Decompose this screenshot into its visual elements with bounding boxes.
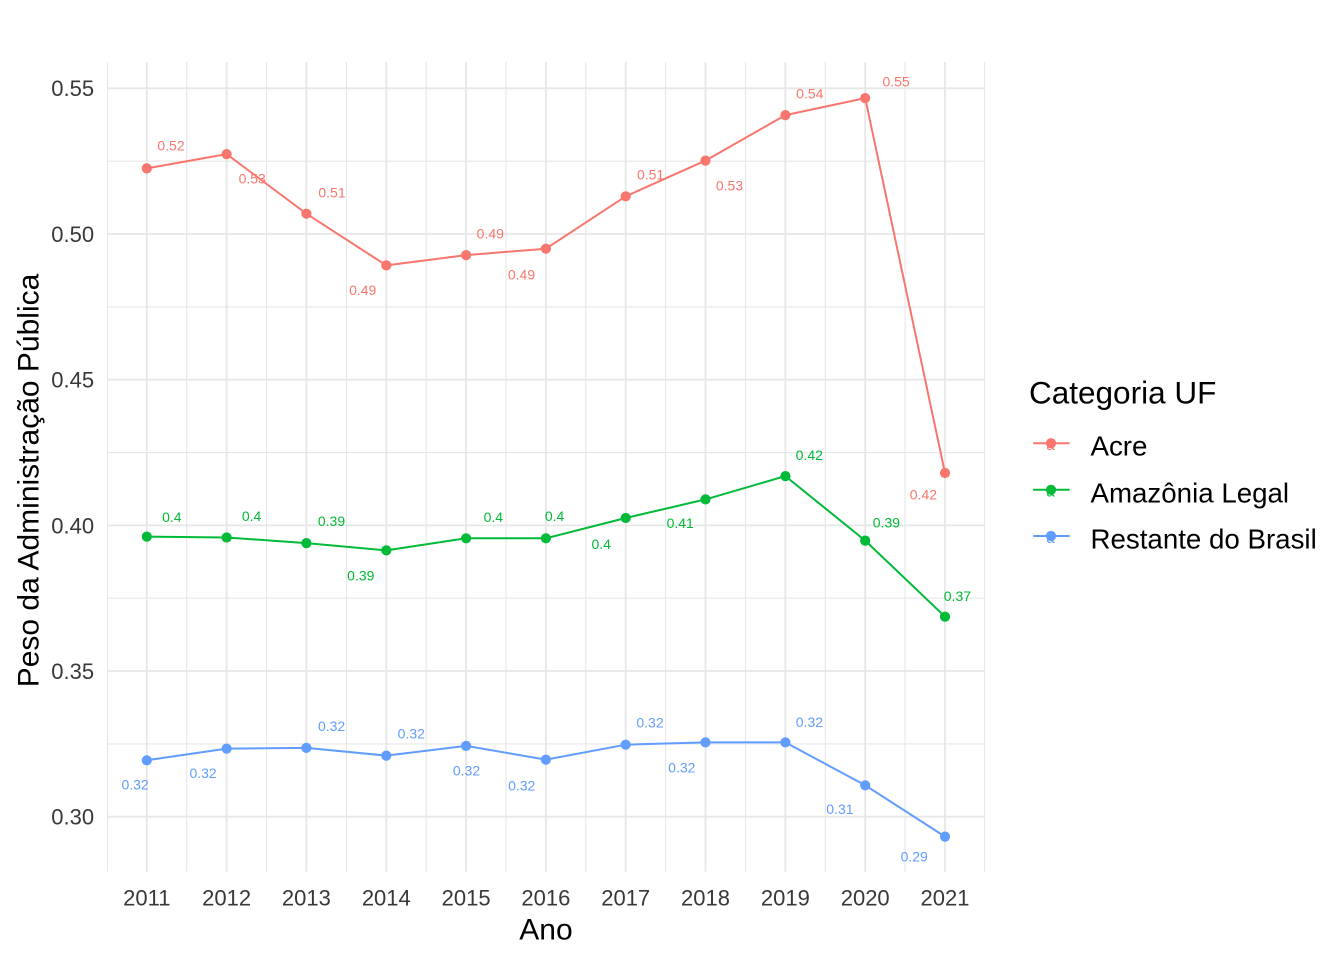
svg-text:0.31: 0.31	[826, 801, 853, 817]
svg-text:0.4: 0.4	[545, 508, 565, 524]
svg-text:0.53: 0.53	[716, 178, 743, 194]
svg-text:0.51: 0.51	[318, 185, 345, 201]
svg-text:2018: 2018	[681, 886, 730, 911]
svg-text:0.55: 0.55	[51, 76, 94, 101]
svg-text:0.32: 0.32	[318, 718, 345, 734]
svg-text:0.45: 0.45	[51, 368, 94, 393]
svg-text:0.49: 0.49	[508, 267, 535, 283]
svg-text:0.4: 0.4	[591, 536, 611, 552]
svg-text:0.4: 0.4	[242, 508, 262, 524]
svg-text:2019: 2019	[761, 886, 810, 911]
svg-text:Categoria UF: Categoria UF	[1029, 374, 1216, 410]
svg-text:0.32: 0.32	[668, 760, 695, 776]
svg-text:2013: 2013	[282, 886, 331, 911]
svg-text:0.32: 0.32	[796, 714, 823, 730]
svg-text:Acre: Acre	[1091, 431, 1148, 462]
svg-text:0.32: 0.32	[121, 777, 148, 793]
svg-text:0.42: 0.42	[910, 486, 937, 502]
svg-text:0.42: 0.42	[796, 447, 823, 463]
svg-text:0.32: 0.32	[189, 765, 216, 781]
svg-text:a: a	[1046, 437, 1055, 454]
svg-text:0.35: 0.35	[51, 659, 94, 684]
svg-text:2012: 2012	[202, 886, 251, 911]
svg-text:0.29: 0.29	[901, 848, 928, 864]
svg-text:0.32: 0.32	[636, 715, 663, 731]
svg-text:0.39: 0.39	[873, 514, 900, 530]
svg-text:2014: 2014	[362, 886, 411, 911]
svg-text:Ano: Ano	[519, 914, 572, 947]
svg-text:0.51: 0.51	[637, 167, 664, 183]
svg-text:a: a	[1046, 530, 1055, 547]
svg-text:2016: 2016	[521, 886, 570, 911]
svg-text:0.49: 0.49	[349, 282, 376, 298]
svg-text:Amazônia Legal: Amazônia Legal	[1091, 477, 1290, 508]
svg-text:2021: 2021	[921, 886, 970, 911]
svg-text:0.41: 0.41	[667, 515, 694, 531]
svg-text:0.30: 0.30	[51, 805, 94, 830]
svg-text:0.39: 0.39	[318, 513, 345, 529]
svg-text:2020: 2020	[841, 886, 890, 911]
svg-text:a: a	[1046, 484, 1055, 501]
svg-text:0.32: 0.32	[398, 726, 425, 742]
svg-text:Restante do Brasil: Restante do Brasil	[1091, 524, 1317, 555]
svg-text:0.40: 0.40	[51, 513, 94, 538]
svg-text:0.52: 0.52	[157, 138, 184, 154]
svg-text:0.32: 0.32	[453, 762, 480, 778]
svg-text:0.32: 0.32	[508, 777, 535, 793]
svg-text:0.49: 0.49	[477, 226, 504, 242]
svg-text:0.4: 0.4	[484, 509, 504, 525]
svg-text:0.50: 0.50	[51, 222, 94, 247]
svg-text:2015: 2015	[442, 886, 491, 911]
svg-text:0.53: 0.53	[239, 171, 266, 187]
svg-text:0.55: 0.55	[882, 74, 909, 90]
svg-text:0.37: 0.37	[944, 588, 971, 604]
svg-text:2011: 2011	[123, 886, 170, 911]
svg-text:0.54: 0.54	[796, 85, 823, 101]
svg-text:Peso da Administração Pública: Peso da Administração Pública	[13, 273, 46, 687]
svg-text:2017: 2017	[601, 886, 650, 911]
svg-text:0.39: 0.39	[347, 567, 374, 583]
svg-text:0.4: 0.4	[162, 509, 182, 525]
